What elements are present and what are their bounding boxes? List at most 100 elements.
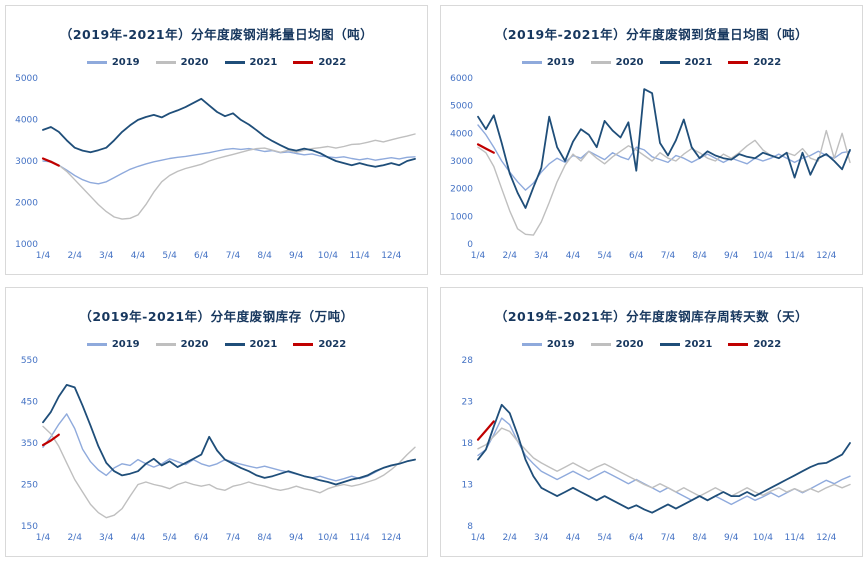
svg-text:6/4: 6/4 bbox=[629, 533, 644, 543]
legend-item-2019: 2019 bbox=[521, 339, 575, 350]
legend-label-2019: 2019 bbox=[546, 339, 575, 350]
legend-label-2021: 2021 bbox=[684, 339, 713, 350]
legend-swatch-2020 bbox=[590, 61, 611, 64]
chart-title-consumption: （2019年-2021年）分年度废钢消耗量日均图（吨） bbox=[59, 27, 374, 42]
svg-text:5000: 5000 bbox=[15, 74, 38, 84]
chart-panel-turnover-days: （2019年-2021年）分年度废钢库存周转天数（天） 2019 2020 2021… bbox=[440, 287, 863, 557]
legend-inventory: 2019 2020 2021 2022 bbox=[86, 339, 346, 350]
svg-text:11/4: 11/4 bbox=[349, 533, 369, 543]
legend-swatch-2021 bbox=[659, 343, 680, 346]
svg-text:2000: 2000 bbox=[450, 185, 473, 195]
legend-item-2022: 2022 bbox=[728, 57, 781, 68]
svg-text:1/4: 1/4 bbox=[35, 251, 50, 261]
legend-label-2020: 2020 bbox=[615, 339, 644, 350]
chart-panel-inventory: （2019年-2021年）分年度废钢库存（万吨） 2019 2020 2021 202… bbox=[5, 287, 428, 557]
legend-swatch-2022 bbox=[293, 61, 314, 64]
legend-label-2020: 2020 bbox=[615, 57, 644, 68]
legend-item-2020: 2020 bbox=[590, 57, 644, 68]
svg-text:13: 13 bbox=[461, 481, 472, 491]
legend-item-2022: 2022 bbox=[728, 339, 781, 350]
svg-text:150: 150 bbox=[20, 522, 37, 532]
svg-text:350: 350 bbox=[20, 439, 37, 449]
legend-label-2020: 2020 bbox=[180, 339, 209, 350]
svg-text:1/4: 1/4 bbox=[470, 533, 485, 543]
legend-item-2019: 2019 bbox=[521, 57, 575, 68]
svg-text:9/4: 9/4 bbox=[724, 251, 739, 261]
svg-text:2/4: 2/4 bbox=[502, 533, 517, 543]
legend-swatch-2022 bbox=[728, 61, 749, 64]
svg-text:23: 23 bbox=[461, 398, 472, 408]
legend-label-2020: 2020 bbox=[180, 57, 209, 68]
legend-item-2021: 2021 bbox=[659, 57, 712, 68]
svg-text:3/4: 3/4 bbox=[534, 533, 549, 543]
svg-text:10/4: 10/4 bbox=[752, 533, 772, 543]
legend-label-2022: 2022 bbox=[318, 57, 347, 68]
svg-text:2/4: 2/4 bbox=[67, 251, 82, 261]
legend-swatch-2020 bbox=[590, 343, 611, 346]
legend-item-2021: 2021 bbox=[224, 57, 278, 68]
chart-panel-consumption: （2019年-2021年）分年度废钢消耗量日均图（吨） 2019 2020 2021… bbox=[5, 5, 428, 275]
consumption-chart: 1000 2000 3000 4000 5000 1/4 2/4 3/4 4/4 5/4 6/4 7/… bbox=[15, 74, 416, 261]
svg-text:3/4: 3/4 bbox=[534, 251, 549, 261]
svg-text:4000: 4000 bbox=[15, 116, 38, 126]
legend-label-2019: 2019 bbox=[111, 57, 140, 68]
chart-title-arrival: （2019年-2021年）分年度废钢到货量日均图（吨） bbox=[494, 27, 809, 42]
svg-text:3000: 3000 bbox=[450, 157, 473, 167]
svg-text:10/4: 10/4 bbox=[317, 251, 337, 261]
legend-swatch-2019 bbox=[86, 343, 107, 346]
svg-text:7/4: 7/4 bbox=[225, 251, 240, 261]
svg-text:4/4: 4/4 bbox=[565, 251, 580, 261]
legend-label-2022: 2022 bbox=[753, 339, 782, 350]
svg-text:6/4: 6/4 bbox=[194, 251, 209, 261]
svg-text:2000: 2000 bbox=[15, 199, 38, 209]
svg-text:28: 28 bbox=[461, 356, 473, 366]
svg-text:550: 550 bbox=[20, 356, 37, 366]
svg-text:0: 0 bbox=[467, 240, 473, 250]
svg-text:6/4: 6/4 bbox=[629, 251, 644, 261]
svg-text:1000: 1000 bbox=[15, 240, 38, 250]
svg-text:4/4: 4/4 bbox=[130, 251, 145, 261]
legend-swatch-2020 bbox=[155, 61, 176, 64]
svg-text:5/4: 5/4 bbox=[597, 533, 612, 543]
svg-text:12/4: 12/4 bbox=[816, 251, 836, 261]
legend-item-2022: 2022 bbox=[293, 57, 346, 68]
svg-text:11/4: 11/4 bbox=[784, 533, 804, 543]
svg-text:8/4: 8/4 bbox=[692, 251, 707, 261]
legend-item-2022: 2022 bbox=[293, 339, 346, 350]
legend-item-2019: 2019 bbox=[86, 57, 140, 68]
svg-text:450: 450 bbox=[20, 398, 37, 408]
svg-text:3/4: 3/4 bbox=[99, 251, 114, 261]
svg-text:7/4: 7/4 bbox=[660, 251, 675, 261]
svg-text:3000: 3000 bbox=[15, 157, 38, 167]
svg-text:7/4: 7/4 bbox=[225, 533, 240, 543]
legend-label-2021: 2021 bbox=[249, 57, 278, 68]
chart-title-inventory: （2019年-2021年）分年度废钢库存（万吨） bbox=[79, 309, 354, 324]
svg-text:2/4: 2/4 bbox=[502, 251, 517, 261]
legend-label-2019: 2019 bbox=[546, 57, 575, 68]
legend-item-2020: 2020 bbox=[155, 339, 209, 350]
svg-text:11/4: 11/4 bbox=[784, 251, 804, 261]
svg-text:9/4: 9/4 bbox=[289, 251, 304, 261]
svg-text:10/4: 10/4 bbox=[752, 251, 772, 261]
svg-text:12/4: 12/4 bbox=[381, 533, 401, 543]
legend-turnover-days: 2019 2020 2021 2022 bbox=[521, 339, 781, 350]
legend-swatch-2019 bbox=[86, 61, 107, 64]
svg-text:3/4: 3/4 bbox=[99, 533, 114, 543]
inventory-chart: 150 250 350 450 550 1/4 2/4 3/4 4/4 5/4 6/4 7/4 8/4 9… bbox=[20, 356, 416, 543]
svg-text:11/4: 11/4 bbox=[349, 251, 369, 261]
svg-text:4000: 4000 bbox=[450, 129, 473, 139]
chart-title-turnover-days: （2019年-2021年）分年度废钢库存周转天数（天） bbox=[494, 309, 809, 324]
svg-text:250: 250 bbox=[20, 481, 37, 491]
svg-text:9/4: 9/4 bbox=[724, 533, 739, 543]
legend-label-2022: 2022 bbox=[318, 339, 347, 350]
svg-text:6000: 6000 bbox=[450, 74, 473, 84]
svg-text:5000: 5000 bbox=[450, 102, 473, 112]
legend-consumption: 2019 2020 2021 2022 bbox=[86, 57, 346, 68]
svg-text:2/4: 2/4 bbox=[67, 533, 82, 543]
legend-swatch-2022 bbox=[728, 343, 749, 346]
svg-text:8/4: 8/4 bbox=[257, 533, 272, 543]
svg-text:12/4: 12/4 bbox=[381, 251, 401, 261]
legend-swatch-2022 bbox=[293, 343, 314, 346]
legend-swatch-2021 bbox=[659, 61, 680, 64]
